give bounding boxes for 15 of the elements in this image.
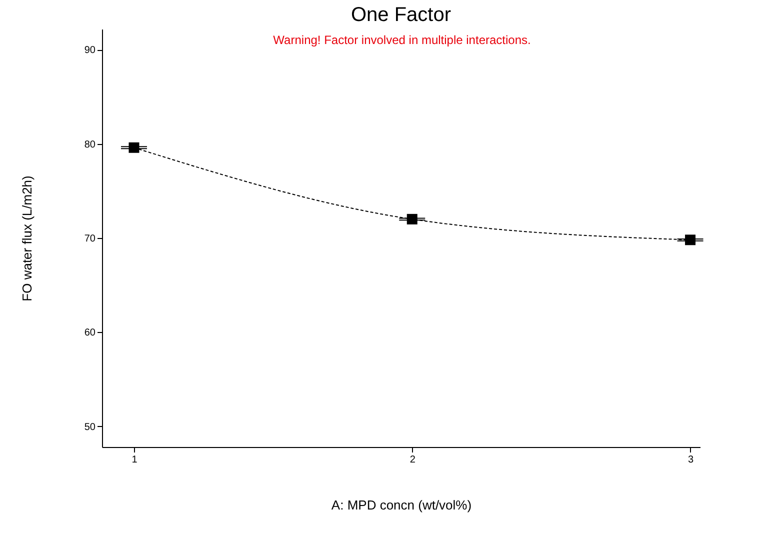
point: [685, 234, 696, 246]
point: [406, 214, 418, 224]
chart-title: One Factor: [350, 4, 452, 26]
y-tick-label: 70: [84, 234, 96, 244]
x-tick-label: 2: [410, 454, 416, 466]
x-tick-label: 1: [132, 454, 138, 466]
x-axis-title: A: MPD concn (wt/vol%): [331, 498, 472, 512]
y-tick-label: 80: [84, 139, 96, 150]
y-tick-label: 60: [84, 328, 96, 339]
annotation: Warning! Factor involved in multiple interactions.: [273, 33, 531, 47]
y-tick-label: 50: [84, 422, 96, 433]
y-axis-title: FO water flux (L/m2h): [19, 176, 34, 302]
point: [128, 142, 140, 153]
x-tick-label: 3: [688, 454, 694, 466]
y-tick-label: 90: [84, 45, 96, 56]
